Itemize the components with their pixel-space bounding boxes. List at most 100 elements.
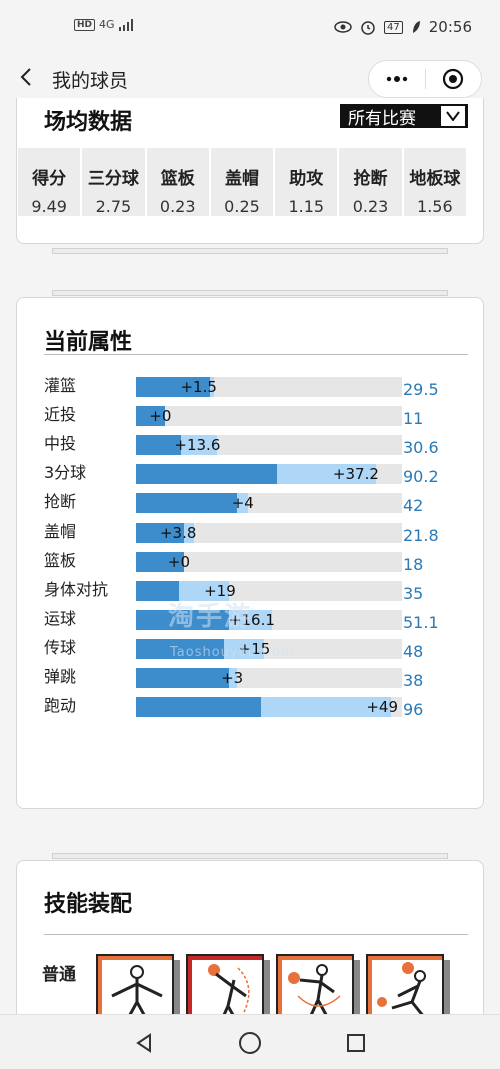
attribute-bar-track: +0 (136, 551, 402, 572)
hd-icon: HD (74, 18, 96, 31)
attribute-bar-track: +19 (136, 580, 402, 601)
dropdown-arrow-icon (441, 106, 465, 126)
attribute-bonus-bar (229, 609, 272, 630)
stat-value: 0.23 (159, 197, 196, 216)
attribute-bonus-bar (261, 697, 392, 718)
attribute-total: 48 (403, 641, 424, 661)
attribute-bonus-label: +3 (221, 669, 244, 687)
attribute-base-bar (136, 464, 277, 485)
dunk-pose-icon (192, 960, 262, 1022)
attribute-bonus-label: +3.8 (159, 523, 197, 542)
attribute-bonus-bar (210, 377, 215, 397)
stat-value: 2.75 (95, 197, 132, 216)
attribute-row: 跑动 +49 96 (44, 695, 464, 719)
attribute-bonus-bar (181, 435, 218, 456)
attribute-label: 3分球 (44, 463, 87, 483)
system-recents-button[interactable] (342, 1029, 370, 1057)
stat-value: 0.25 (224, 197, 260, 216)
attribute-bar-track: +3 (136, 668, 402, 688)
attribute-total: 38 (403, 671, 424, 690)
stat-column: 抢断 0.23 (339, 148, 404, 216)
attribute-bonus-label: +13.6 (174, 436, 221, 455)
defender-pose-icon (102, 960, 172, 1022)
attribute-base-bar (136, 609, 230, 630)
title-divider (44, 354, 468, 355)
clock-time: 20:56 (428, 18, 472, 36)
attribute-total: 29.5 (403, 380, 439, 399)
system-home-button[interactable] (236, 1029, 264, 1057)
attribute-bonus-label: +16.1 (228, 610, 275, 629)
attribute-bar-track: +16.1 (136, 609, 402, 630)
match-filter-dropdown[interactable]: 所有比赛 (340, 104, 468, 129)
card-separator (52, 248, 448, 254)
stat-value: 1.15 (288, 197, 325, 216)
crossover-pose-icon (372, 960, 442, 1022)
stat-header: 盖帽 (224, 169, 259, 189)
triangle-back-icon (136, 1033, 151, 1053)
skill-card[interactable] (276, 954, 354, 1024)
attribute-row: 灌篮 +1.5 29.5 (44, 375, 464, 399)
system-back-button[interactable] (130, 1029, 158, 1057)
match-filter-value: 所有比赛 (348, 108, 416, 129)
miniprogram-capsule (368, 60, 482, 98)
attribute-bonus-bar (178, 580, 230, 601)
skill-card[interactable] (366, 954, 444, 1024)
attribute-row: 3分球 +37.2 90.2 (44, 462, 464, 486)
stat-header: 三分球 (87, 169, 139, 189)
attribute-row: 身体对抗 +19 35 (44, 579, 464, 603)
attribute-bonus-label: +1.5 (180, 378, 217, 396)
attribute-bonus-bar (237, 493, 248, 514)
stat-header: 地板球 (409, 169, 461, 189)
network-type: 4G (99, 18, 115, 31)
skills-divider (44, 934, 468, 935)
alarm-icon (361, 21, 375, 35)
attribute-bonus-bar (183, 522, 194, 543)
attribute-bonus-label: +15 (238, 639, 271, 658)
card-separator (52, 853, 448, 859)
dribble-pose-icon (282, 960, 352, 1022)
close-miniprogram-button[interactable] (425, 60, 481, 98)
attribute-row: 传球 +15 48 (44, 637, 464, 661)
attribute-bonus-label: +4 (231, 494, 254, 513)
back-arrow-icon[interactable] (16, 66, 38, 88)
watermark-url: Taoshouyou.Com (170, 645, 295, 660)
attribute-label: 近投 (44, 405, 77, 425)
stat-column: 三分球 2.75 (82, 148, 147, 216)
skills-title: 技能装配 (44, 892, 133, 917)
attribute-total: 30.6 (403, 438, 439, 458)
attribute-bonus-bar (276, 464, 376, 485)
attribute-row: 中投 +13.6 30.6 (44, 433, 464, 457)
attribute-bar-track: +3.8 (136, 522, 402, 543)
attribute-total: 90.2 (403, 467, 439, 487)
more-button[interactable] (369, 60, 425, 98)
more-dots-icon (386, 76, 407, 82)
attribute-label: 跑动 (44, 696, 77, 716)
status-bar: HD 4G 47 20:56 (0, 0, 500, 58)
attribute-total: 51.1 (403, 612, 439, 632)
target-icon (443, 68, 464, 90)
attribute-label: 盖帽 (44, 521, 77, 541)
skill-card[interactable] (96, 954, 174, 1024)
attribute-total: 11 (403, 409, 424, 429)
attribute-row: 弹跳 +3 38 (44, 666, 464, 690)
attribute-label: 弹跳 (44, 667, 77, 686)
stat-column: 地板球 1.56 (404, 148, 466, 216)
page-title: 我的球员 (52, 70, 129, 92)
stat-column: 助攻 1.15 (275, 148, 340, 216)
square-recents-icon (347, 1034, 365, 1052)
attribute-total: 18 (403, 554, 424, 574)
attribute-bonus-label: +0 (149, 407, 172, 426)
attribute-bar-track: +1.5 (136, 377, 402, 397)
averages-table: 得分 9.49 三分球 2.75 篮板 0.23 盖帽 0.25 助攻 1.15… (18, 148, 466, 216)
attribute-label: 身体对抗 (44, 579, 109, 599)
attribute-base-bar (136, 697, 262, 718)
attribute-bar-track: +15 (136, 638, 402, 659)
stat-value: 9.49 (31, 197, 67, 216)
attribute-bonus-label: +0 (167, 552, 190, 571)
watermark-logo: 淘手游 (168, 602, 253, 632)
status-right: 47 20:56 (334, 18, 472, 36)
attribute-base-bar (136, 551, 184, 572)
attributes-title: 当前属性 (44, 330, 133, 355)
attribute-base-bar (136, 638, 224, 659)
attribute-base-bar (136, 493, 238, 514)
